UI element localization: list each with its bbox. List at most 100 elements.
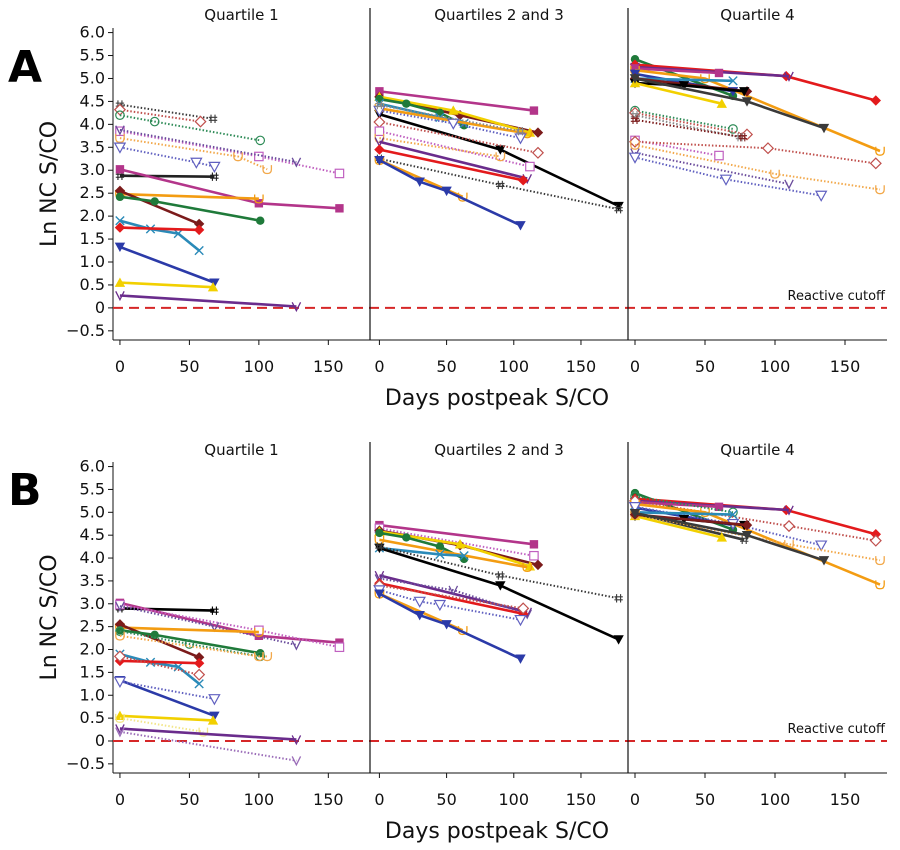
- series-path: [119, 294, 297, 308]
- series-path: [379, 130, 531, 168]
- data-point: [194, 679, 204, 689]
- data-point: [150, 630, 159, 640]
- series-path: [634, 151, 790, 185]
- series-path: [119, 195, 261, 222]
- x-tick-label: 50: [179, 357, 199, 376]
- data-point: [741, 530, 753, 541]
- data-point: [433, 599, 447, 612]
- data-point: [113, 650, 126, 663]
- series-path: [634, 156, 822, 197]
- data-point: [735, 133, 745, 142]
- data-point: [870, 529, 881, 540]
- series-path: [119, 174, 215, 178]
- series-line: [114, 185, 205, 230]
- series-path: [379, 577, 528, 615]
- y-tick-label: 3.5: [80, 571, 105, 590]
- data-point: [741, 519, 753, 531]
- y-tick-label: 1.0: [80, 252, 105, 271]
- series-line: [375, 542, 623, 603]
- data-point: [516, 127, 525, 136]
- series-path: [379, 90, 535, 112]
- series-path: [379, 140, 528, 180]
- series-path: [119, 137, 268, 171]
- data-point: [678, 81, 690, 91]
- data-point: [335, 204, 344, 213]
- series-path: [119, 730, 297, 762]
- series-line: [374, 577, 529, 620]
- series-path: [119, 108, 201, 123]
- x-tick-label: 150: [830, 357, 861, 376]
- series-line: [630, 115, 747, 142]
- data-point: [875, 146, 885, 156]
- series-path: [119, 659, 200, 665]
- series-line: [113, 103, 207, 128]
- data-point: [375, 94, 384, 104]
- data-point: [149, 116, 160, 127]
- data-point: [614, 594, 623, 603]
- reactive-cutoff-label: Reactive cutoff: [788, 289, 887, 304]
- series-line: [115, 724, 302, 746]
- facet-3: Quartile 4 0 50 100 150: [627, 6, 885, 376]
- data-point: [115, 192, 125, 202]
- facet-title: Quartile 1: [204, 6, 278, 24]
- x-tick-label: 50: [695, 357, 715, 376]
- series-line: [114, 277, 219, 292]
- series-line: [374, 543, 624, 645]
- series-path: [379, 581, 524, 616]
- data-point: [208, 694, 221, 706]
- data-point: [114, 619, 126, 630]
- series-line: [114, 710, 219, 725]
- y-tick-label: 2.5: [80, 183, 105, 202]
- series-line: [115, 110, 266, 146]
- data-point: [814, 540, 828, 552]
- series-path: [379, 523, 535, 546]
- series-path: [634, 77, 734, 83]
- data-point: [728, 124, 738, 134]
- data-point: [529, 540, 539, 549]
- series-line: [630, 64, 724, 78]
- series-path: [379, 109, 521, 140]
- data-point: [738, 133, 747, 142]
- data-point: [115, 626, 125, 635]
- data-point: [870, 95, 881, 106]
- data-point: [435, 549, 445, 560]
- series-line: [113, 650, 206, 681]
- series-line: [375, 100, 525, 136]
- x-tick-label: 100: [499, 357, 530, 376]
- data-point: [714, 502, 724, 512]
- data-point: [115, 133, 125, 143]
- series-line: [630, 135, 724, 161]
- data-point: [150, 197, 159, 206]
- y-tick-label: 1.0: [80, 685, 105, 704]
- data-point: [628, 135, 642, 148]
- data-point: [374, 144, 385, 155]
- x-tick-label: 100: [499, 790, 530, 809]
- series-line: [115, 631, 273, 662]
- x-tick-label: 0: [374, 357, 384, 376]
- y-tick-label: 4.0: [80, 548, 105, 567]
- data-point: [529, 550, 539, 561]
- series-line: [115, 189, 264, 204]
- series-path: [119, 114, 261, 142]
- data-point: [210, 172, 219, 181]
- series-path: [119, 655, 200, 676]
- series-path: [634, 502, 881, 586]
- series-line: [373, 579, 530, 615]
- x-tick-label: 0: [115, 357, 125, 376]
- data-point: [719, 174, 733, 186]
- series-path: [119, 219, 200, 252]
- data-point: [375, 528, 384, 538]
- series-line: [629, 509, 830, 566]
- data-point: [115, 631, 125, 641]
- data-point: [207, 715, 219, 725]
- data-point: [457, 192, 468, 202]
- data-point: [524, 561, 536, 571]
- series-line: [630, 140, 885, 195]
- data-point: [208, 114, 218, 124]
- data-point: [613, 635, 624, 645]
- data-point: [869, 157, 882, 170]
- data-point: [784, 179, 794, 190]
- facet-title: Quartile 4: [720, 441, 794, 459]
- data-point: [740, 128, 754, 141]
- data-point: [115, 713, 125, 723]
